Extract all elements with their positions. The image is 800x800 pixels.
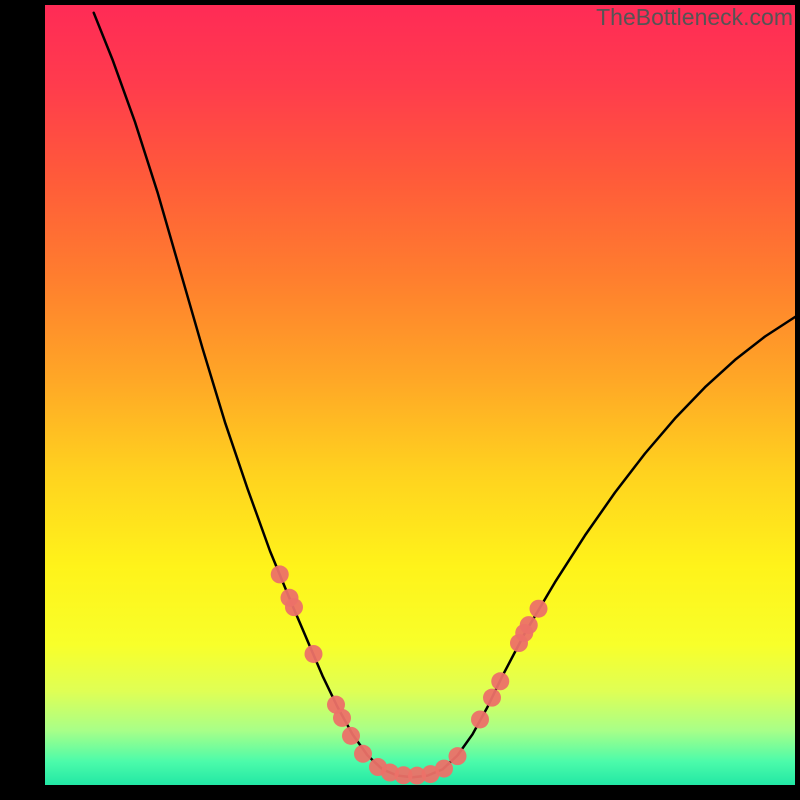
marker-dot	[471, 710, 489, 728]
marker-dot	[491, 672, 509, 690]
marker-dot	[271, 565, 289, 583]
marker-dot	[483, 689, 501, 707]
figure-root: TheBottleneck.com	[0, 0, 800, 800]
marker-dot	[435, 760, 453, 778]
marker-dot	[333, 709, 351, 727]
curve-layer	[0, 0, 800, 800]
marker-dot	[530, 600, 548, 618]
marker-dot	[305, 645, 323, 663]
marker-group	[271, 565, 548, 784]
marker-dot	[285, 598, 303, 616]
marker-dot	[342, 727, 360, 745]
bottleneck-curve	[94, 13, 795, 777]
marker-dot	[354, 745, 372, 763]
marker-dot	[520, 616, 538, 634]
marker-dot	[449, 747, 467, 765]
watermark-text: TheBottleneck.com	[596, 4, 793, 31]
